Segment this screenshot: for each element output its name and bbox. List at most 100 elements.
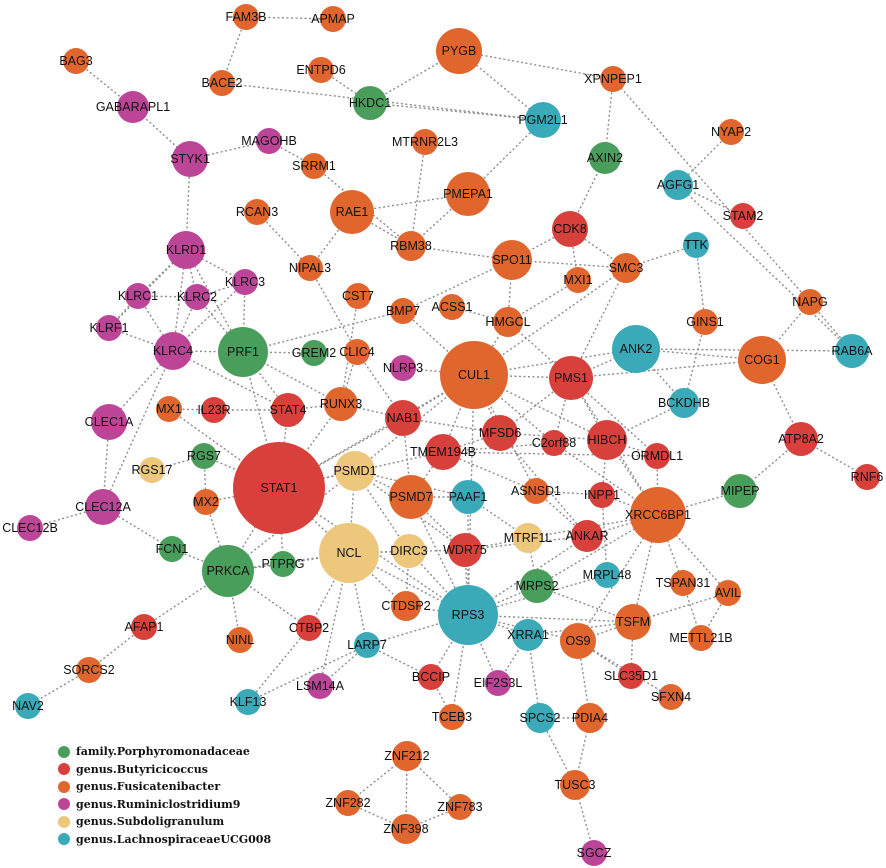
node-label: ZNF212 (384, 749, 429, 763)
node-circle (324, 387, 358, 421)
node-label: HKDC1 (349, 96, 391, 110)
node-label: GABARAPL1 (96, 100, 170, 114)
edge-tusc3-spcs2 (539, 717, 576, 786)
node-label: SLC35D1 (604, 669, 658, 683)
node-klrc3: KLRC3 (225, 269, 265, 295)
node-eif2s3l: EIF2S3L (474, 670, 522, 696)
node-znf783: ZNF783 (437, 794, 483, 820)
node-larp7: LARP7 (347, 632, 387, 658)
node-ncl: NCL (319, 523, 379, 583)
node-label: MIPEP (721, 484, 760, 498)
node-mtrnr2l3: MTRNR2L3 (392, 129, 458, 155)
node-circle (301, 153, 327, 179)
node-circle (723, 474, 757, 508)
node-circle (391, 814, 421, 844)
node-bace2: BACE2 (202, 70, 243, 96)
node-label: PSMD1 (333, 464, 376, 478)
node-smc3: SMC3 (609, 253, 643, 283)
node-xrcc6bp1: XRCC6BP1 (625, 487, 691, 543)
node-circle (319, 523, 379, 583)
node-ptprg: PTPRG (261, 551, 305, 577)
node-bckdhb: BCKDHB (658, 388, 710, 418)
node-circle (448, 533, 482, 567)
node-circle (172, 141, 208, 177)
node-label: MX1 (156, 402, 182, 416)
node-circle (17, 515, 43, 541)
node-label: DIRC3 (390, 544, 428, 558)
node-circle (438, 585, 498, 645)
node-label: AFAP1 (125, 620, 164, 634)
node-circle (565, 267, 591, 293)
edge-cul1-stat1 (278, 374, 475, 489)
node-circle (730, 203, 756, 229)
node-znf212: ZNF212 (384, 741, 430, 771)
node-spcs2: SPCS2 (520, 703, 561, 733)
node-klrc2: KLRC2 (177, 284, 217, 310)
legend-label: genus.LachnospiraceaeUCG008 (76, 832, 272, 846)
node-circle (670, 570, 696, 596)
node-label: INPP1 (584, 488, 620, 502)
node-label: CLEC12A (75, 500, 131, 514)
node-circle (85, 489, 121, 525)
node-fcn1: FCN1 (156, 536, 188, 562)
node-ninl: NINL (226, 627, 254, 653)
node-circle (663, 170, 693, 200)
node-pms1: PMS1 (549, 356, 593, 400)
edge-rps3-eif2s3l (467, 614, 499, 684)
node-label: BCKDHB (658, 396, 710, 410)
edge-clec12a-klrc4 (102, 350, 174, 508)
node-circle (589, 142, 621, 174)
edge-pygb-xpnpep1 (458, 50, 614, 80)
node-klrd1: KLRD1 (166, 231, 206, 269)
node-mxi1: MXI1 (563, 267, 593, 293)
edge-cul1-c2orf88 (473, 374, 555, 444)
node-label: TSFM (616, 615, 650, 629)
node-circle (560, 770, 590, 800)
node-label: STAT1 (260, 481, 297, 495)
node-circle (549, 356, 593, 400)
edge-klrd1-klrc2 (185, 249, 198, 298)
node-label: MRPL48 (583, 568, 632, 582)
node-label: RGS7 (187, 449, 221, 463)
node-circle (308, 57, 334, 83)
node-os9: OS9 (560, 623, 596, 659)
node-circle (271, 393, 305, 427)
node-label: RNF6 (851, 470, 884, 484)
node-circle (184, 284, 210, 310)
edge-xrcc6bp1-ankar (586, 514, 659, 537)
node-label: PRKCA (206, 564, 250, 578)
legend: family.Porphyromonadaceae genus.Butyricic… (58, 743, 271, 848)
node-circle (193, 489, 219, 515)
node-circle (439, 704, 465, 730)
node-hibch: HIBCH (587, 420, 627, 460)
node-label: TCEB3 (432, 710, 472, 724)
node-nab1: NAB1 (385, 400, 421, 436)
node-styk1: STYK1 (170, 141, 210, 177)
edge-srrm1-rbm38 (313, 165, 412, 247)
node-label: XRRA1 (507, 628, 549, 642)
legend-label: genus.Subdoligranulum (76, 815, 225, 829)
node-label: KLRD1 (166, 243, 206, 257)
edge-gins1-bckdhb (683, 321, 706, 404)
node-circle (301, 340, 327, 366)
node-label: AXIN2 (587, 151, 623, 165)
node-prf1: PRF1 (218, 327, 268, 377)
node-label: NAPG (792, 295, 827, 309)
node-label: KLRC4 (153, 344, 193, 358)
edge-rps3-tceb3 (451, 614, 469, 718)
node-label: NIPAL3 (289, 261, 331, 275)
node-cog1: COG1 (738, 336, 786, 384)
node-label: PDIA4 (572, 711, 608, 725)
node-pygb: PYGB (436, 28, 482, 74)
node-label: PRF1 (227, 345, 259, 359)
node-label: TTK (684, 238, 708, 252)
node-label: BCCIP (412, 670, 450, 684)
node-mipep: MIPEP (721, 474, 760, 508)
node-circle (392, 741, 422, 771)
node-circle (233, 442, 325, 534)
node-circle (201, 397, 227, 423)
node-label: NAV2 (12, 699, 44, 713)
node-label: MAGOHB (241, 134, 297, 148)
node-mtrf1l: MTRF1L (504, 523, 552, 553)
legend-swatch (58, 763, 70, 776)
